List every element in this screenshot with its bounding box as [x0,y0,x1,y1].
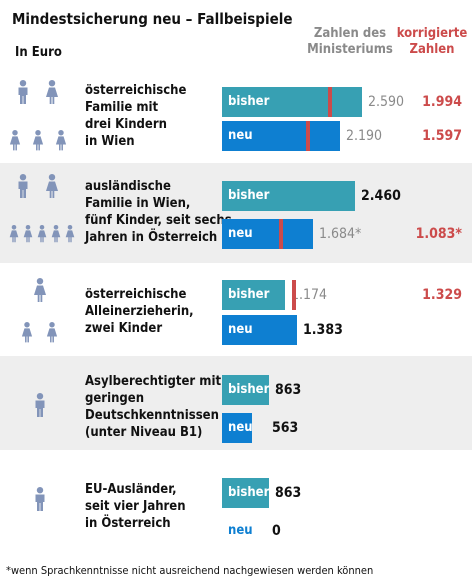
case-description-line: EU-Ausländer, [85,482,177,497]
bar-bisher [222,87,362,117]
case-description: österreichische Familie mit drei Kindern in… [85,82,186,150]
case-description: österreichische Alleinerzieherin, zwei Kin… [85,286,194,337]
bar-neu [222,315,297,345]
case-description-line: (unter Niveau B1) [85,425,203,440]
bar-neu [222,219,313,249]
column-header-ministry-line1: Zahlen des [313,26,387,41]
single-mother-two-children-icon [21,278,58,343]
case-description: EU-Ausländer, seit vier Jahren in Österrei… [85,481,186,532]
case-description-line: geringen [85,391,145,406]
bar-label: neu [228,420,253,435]
unit-label: In Euro [15,45,62,60]
bar-label: neu [228,128,253,143]
bar-bisher [222,375,269,405]
single-man-icon [35,487,45,511]
bar-label: bisher [228,382,270,397]
case-description-line: Familie in Wien, [85,196,191,211]
bar-label: neu [228,226,253,241]
case-description-line: Familie mit [85,100,159,115]
bar-value: 863 [275,485,302,501]
case-description-line: in Wien [85,134,135,149]
case-description-line: zwei Kinder [85,321,163,336]
bar-label: bisher [228,287,270,302]
case-description-line: österreichische [85,287,187,302]
corrected-value: 1.083* [415,226,462,242]
bar-label: neu [228,322,253,337]
family-two-adults-five-children-icon [9,174,75,243]
corrected-marker [328,87,332,117]
column-header-ministry: Zahlen des Ministeriums [290,26,410,58]
case-description-line: Deutschkenntnissen [85,408,219,423]
corrected-value: 1.994 [422,94,462,110]
case-description-line: fünf Kinder, seit sechs [85,213,232,228]
case-description: Asylberechtigter mit geringen Deutschkennt… [85,373,221,441]
bar-value: 2.190 [346,128,383,144]
bar-value: 1.383 [303,322,343,338]
chart-title: Mindestsicherung neu – Fallbeispiele [12,10,293,28]
bar-bisher [222,478,269,508]
column-header-corrected: korrigierte Zahlen [392,26,472,58]
bar-value: 863 [275,382,302,398]
case-description-line: Asylberechtigter mit [85,374,222,389]
bar-label: bisher [228,485,270,500]
footnote: *wenn Sprachkenntnisse nicht ausreichend… [6,564,374,577]
column-header-corrected-line1: korrigierte [396,26,468,41]
corrected-marker [306,121,310,151]
column-header-ministry-line2: Ministeriums [307,42,393,57]
family-two-adults-three-children-icon [9,80,67,151]
bar-value: 2.460 [361,188,401,204]
bar-value: 1.684* [319,226,362,242]
corrected-value: 1.329 [422,287,462,303]
bar-value: 2.590 [368,94,405,110]
case-description-line: österreichische [85,83,187,98]
bar-label: bisher [228,188,270,203]
bar-bisher [222,181,355,211]
bar-neu [222,413,252,443]
case-description-line: Jahren in Österreich [85,230,218,245]
case-description: ausländische Familie in Wien, fünf Kinder,… [85,178,232,246]
case-description-line: drei Kindern [85,117,167,132]
bar-label: neu [228,523,253,538]
bar-label: bisher [228,94,270,109]
bar-bisher [222,280,285,310]
case-description-line: ausländische [85,179,171,194]
corrected-value: 1.597 [422,128,462,144]
column-header-corrected-line2: Zahlen [409,42,455,57]
case-description-line: seit vier Jahren [85,499,186,514]
case-description-line: in Österreich [85,516,171,531]
bar-value: 1.174 [291,287,328,303]
corrected-marker [279,219,283,249]
bar-value: 563 [272,420,299,436]
single-man-icon [35,393,45,417]
bar-value: 0 [272,523,281,539]
case-description-line: Alleinerzieherin, [85,304,194,319]
bar-neu [222,121,340,151]
corrected-marker [292,280,296,310]
